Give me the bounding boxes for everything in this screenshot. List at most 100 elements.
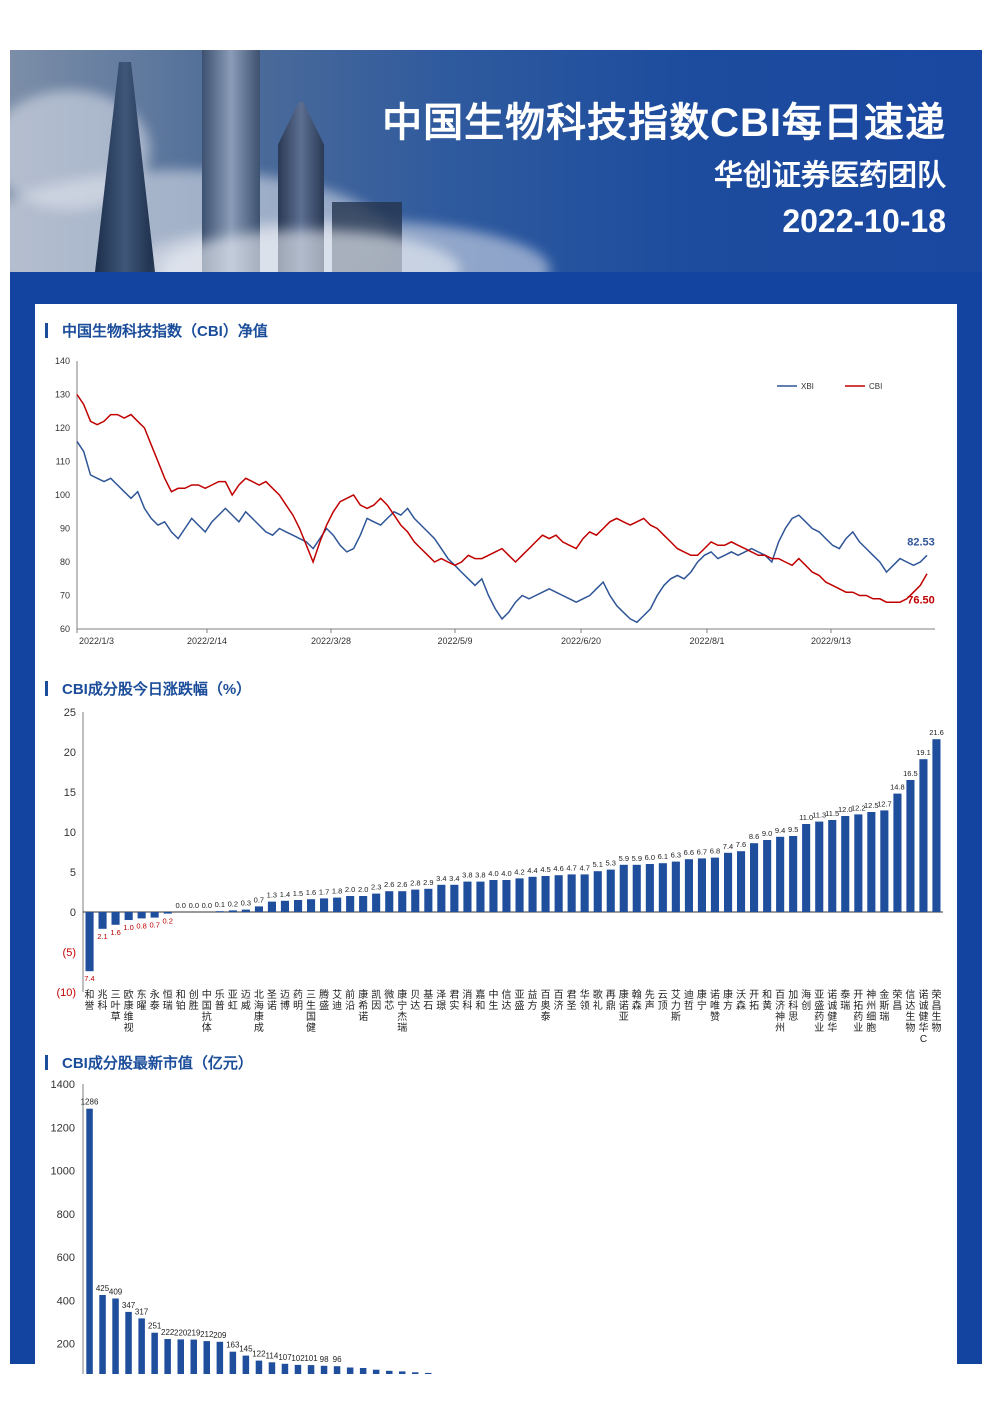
bar-data-label: 0.2 — [162, 917, 172, 926]
category-label-char: 叶 — [111, 1000, 121, 1012]
bar-data-label: 4.2 — [514, 867, 524, 876]
bar — [346, 896, 355, 912]
bar-data-label: 11.0 — [799, 813, 813, 822]
category-label-char: 鼎 — [606, 1000, 616, 1012]
category-label-char: 基 — [423, 988, 433, 1001]
bar — [776, 836, 785, 912]
bar — [854, 814, 863, 912]
category-label-char: 三 — [111, 990, 121, 1001]
market-cap-chart: 200 400 600 800 1000 1200 1400 1286 425 409 347317… — [51, 1079, 432, 1374]
bar-data-label: 21.6 — [929, 728, 944, 737]
category-label-char: 国 — [202, 1000, 212, 1012]
bar — [190, 1339, 197, 1374]
category-label-char: 健 — [827, 1011, 837, 1023]
category-label-char: 达 — [410, 1000, 420, 1012]
x-tick-label: 2022/5/9 — [437, 636, 472, 646]
category-label-char: 抗 — [202, 1010, 212, 1023]
bar — [320, 898, 329, 912]
bar — [724, 852, 733, 912]
y-tick-label: 200 — [57, 1339, 75, 1351]
bar-data-label: 4.5 — [540, 865, 550, 874]
bar — [932, 739, 941, 912]
legend-label: XBI — [801, 382, 814, 391]
category-label-char: 先 — [645, 989, 655, 1001]
category-label-char: 健 — [306, 1022, 316, 1034]
category-label-char: 普 — [215, 999, 225, 1012]
category-label-char: 方 — [528, 999, 538, 1012]
bar — [125, 1311, 132, 1374]
category-label-char: 斯 — [879, 999, 889, 1012]
bar-data-label: 4.0 — [501, 869, 511, 878]
y-tick-label: 15 — [64, 787, 76, 799]
bar-data-label: 5.9 — [632, 854, 642, 863]
bar — [333, 897, 342, 912]
bar-data-label: 2.1 — [97, 932, 107, 941]
bar — [215, 911, 224, 912]
line-chart-title-text: 中国生物科技指数（CBI）净值 — [62, 323, 268, 340]
category-label-char: 实 — [449, 999, 459, 1012]
bar — [476, 881, 485, 912]
y-tick-label: 0 — [70, 907, 76, 919]
category-label-char: 迈 — [241, 989, 251, 1001]
category-label-char: 誉 — [85, 999, 95, 1012]
category-label-char: 亚 — [228, 990, 238, 1001]
bar-data-label: 251 — [148, 1322, 162, 1331]
bar-data-label: 3.8 — [462, 871, 472, 880]
category-label-char: 博 — [280, 999, 290, 1012]
category-label-char: 昌 — [892, 1000, 902, 1012]
category-label-char: 海 — [254, 999, 264, 1012]
category-label-char: 欧 — [124, 989, 134, 1001]
category-label-char: 科 — [462, 999, 472, 1012]
category-label-char: 思 — [788, 1011, 798, 1023]
bar — [228, 910, 237, 912]
bar — [710, 857, 719, 912]
category-label-char: 诺 — [619, 1000, 629, 1012]
bar — [502, 880, 511, 912]
category-label-char: 创 — [801, 999, 811, 1012]
category-label-char: 艾 — [671, 989, 681, 1001]
bar-data-label: 12.0 — [838, 805, 853, 814]
bar-data-label: 7.6 — [736, 840, 746, 849]
category-label-char: 礼 — [593, 999, 603, 1012]
bar-data-label: 6.3 — [671, 851, 681, 860]
bar — [815, 821, 824, 912]
bar-data-label: 3.4 — [436, 874, 446, 883]
category-label-char: 益 — [528, 988, 538, 1001]
x-tick-label: 2022/3/28 — [311, 636, 351, 646]
category-label-char: 物 — [905, 1021, 915, 1034]
bar — [267, 901, 276, 912]
category-label-char: 亚 — [814, 990, 824, 1001]
bar — [385, 891, 394, 912]
bar-data-label: 425 — [96, 1284, 110, 1293]
bar-data-label: 4.7 — [579, 863, 589, 872]
category-label-char: 迪 — [332, 1000, 342, 1012]
category-label-char: 亚 — [515, 990, 525, 1001]
category-label-char: 诚 — [827, 1000, 837, 1012]
y-tick-label: 25 — [64, 707, 76, 719]
category-label-char: 拓 — [749, 1000, 759, 1012]
legend-label: CBI — [869, 382, 882, 391]
bar — [828, 820, 837, 912]
category-label-char: 开 — [749, 990, 759, 1001]
category-label-char: 沃 — [736, 989, 746, 1001]
category-label-char: 泰 — [840, 988, 850, 1001]
category-label-char: 因 — [371, 1000, 381, 1012]
category-label-char: 科 — [98, 999, 108, 1012]
y-tick-label: 1400 — [51, 1079, 75, 1091]
category-label-char: 昌 — [932, 1000, 942, 1012]
bar-data-label: 1.0 — [123, 923, 133, 932]
section-marker — [45, 323, 48, 338]
bar-data-label: 0.3 — [241, 899, 251, 908]
y-tick-label: 110 — [56, 457, 70, 467]
section-marker — [45, 681, 48, 696]
category-label-char: 奥 — [541, 999, 551, 1012]
bar — [281, 1363, 289, 1374]
bar-data-label: 2.8 — [410, 879, 420, 888]
category-label-char: 康 — [619, 988, 629, 1001]
category-label-char: 胜 — [189, 1000, 199, 1012]
category-label-char: 森 — [736, 999, 746, 1012]
end-value-label: 82.53 — [907, 536, 935, 548]
bar-data-label: 5.9 — [619, 854, 629, 863]
category-label-char: 创 — [189, 988, 199, 1001]
y-tick-label: 80 — [60, 557, 70, 567]
